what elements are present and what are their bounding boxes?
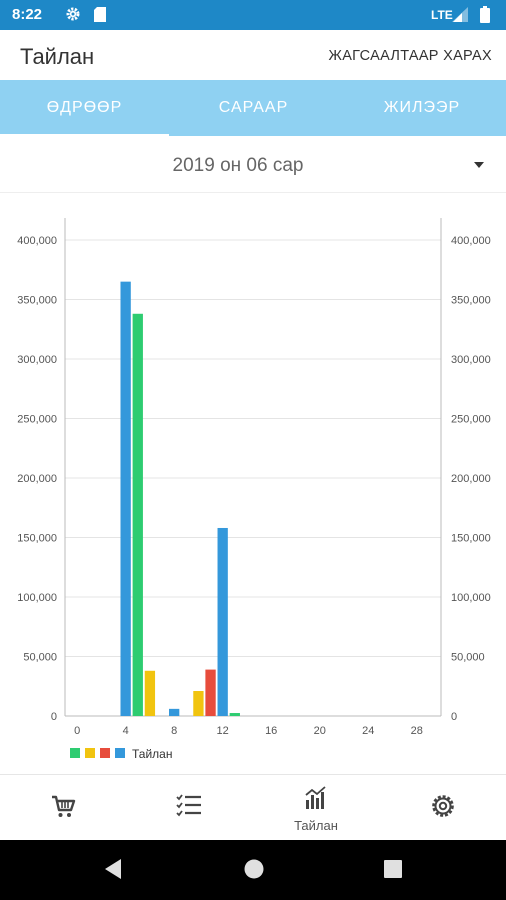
back-icon[interactable] — [103, 858, 123, 880]
x-tick-label: 0 — [74, 725, 80, 737]
status-time: 8:22 — [12, 6, 43, 23]
y-tick-label-left: 50,000 — [23, 652, 57, 664]
legend-swatch — [70, 748, 80, 758]
chart-bar — [193, 691, 204, 716]
home-icon[interactable] — [243, 858, 265, 880]
chevron-down-icon[interactable] — [474, 162, 484, 168]
legend-swatch — [85, 748, 95, 758]
shopping-cart-icon — [52, 795, 76, 817]
x-tick-label: 24 — [362, 725, 374, 737]
y-tick-label-left: 350,000 — [17, 295, 57, 307]
sim-card-icon — [94, 7, 106, 22]
network-type: LTE — [431, 8, 453, 22]
chart-bar — [132, 313, 143, 716]
system-nav-bar — [0, 840, 506, 900]
y-tick-label-left: 250,000 — [17, 414, 57, 426]
bottom-nav: Тайлан — [0, 774, 506, 841]
recents-icon[interactable] — [383, 858, 403, 880]
month-selector[interactable]: 2019 он 06 сар — [0, 140, 506, 193]
status-bar: 8:22 LTE — [0, 0, 506, 30]
nav-item-label: Тайлан — [294, 818, 338, 833]
nav-item-settings[interactable] — [380, 775, 506, 841]
y-tick-label-left: 300,000 — [17, 354, 57, 366]
y-tick-label-left: 100,000 — [17, 592, 57, 604]
chart-bar — [169, 708, 180, 716]
x-tick-label: 28 — [411, 725, 423, 737]
month-selector-value: 2019 он 06 сар — [172, 155, 304, 176]
gear-icon — [66, 7, 80, 21]
chart-bar — [205, 669, 216, 716]
bar-chart-icon — [305, 786, 326, 809]
x-tick-label: 4 — [123, 725, 129, 737]
checklist-icon — [176, 794, 201, 817]
settings-icon — [432, 795, 454, 817]
y-tick-label-right: 50,000 — [451, 652, 485, 664]
y-tick-label-right: 100,000 — [451, 592, 491, 604]
nav-item-report[interactable]: Тайлан — [253, 775, 379, 841]
bar-chart: 0 0 50,000 50,000 100,000 100,000 150,000 150,0… — [17, 218, 491, 761]
y-tick-label-right: 300,000 — [451, 354, 491, 366]
signal-icon — [452, 7, 468, 22]
y-tick-label-left: 400,000 — [17, 235, 57, 247]
legend-swatch — [115, 748, 125, 758]
y-tick-label-right: 0 — [451, 711, 457, 723]
x-tick-label: 8 — [171, 725, 177, 737]
chart-bar — [120, 281, 131, 716]
x-tick-label: 12 — [217, 725, 229, 737]
tab-yearly[interactable]: ЖИЛЭЭР — [383, 99, 461, 116]
period-tabs: ӨДРӨӨР САРААР ЖИЛЭЭР — [0, 80, 506, 136]
tab-monthly[interactable]: САРААР — [218, 99, 289, 116]
y-tick-label-right: 150,000 — [451, 533, 491, 545]
y-tick-label-right: 200,000 — [451, 473, 491, 485]
tab-daily[interactable]: ӨДРӨӨР — [46, 99, 123, 116]
chart-bar — [229, 713, 240, 716]
x-tick-label: 16 — [265, 725, 277, 737]
list-view-button[interactable]: ЖАГСААЛТААР ХАРАХ — [328, 48, 492, 64]
chart-bar — [217, 527, 228, 716]
y-tick-label-right: 400,000 — [451, 235, 491, 247]
page-title: Тайлан — [20, 44, 95, 69]
tab-indicator — [0, 134, 169, 137]
chart-bar — [144, 670, 156, 716]
x-tick-label: 20 — [314, 725, 326, 737]
y-tick-label-left: 150,000 — [17, 533, 57, 545]
nav-item-cart[interactable] — [0, 775, 126, 841]
y-tick-label-right: 350,000 — [451, 295, 491, 307]
battery-icon — [480, 6, 490, 23]
nav-item-checklist[interactable] — [126, 775, 252, 841]
legend-swatch — [100, 748, 110, 758]
y-tick-label-right: 250,000 — [451, 414, 491, 426]
legend-label: Тайлан — [132, 747, 172, 761]
report-chart: 0 0 50,000 50,000 100,000 100,000 150,000 150,0… — [0, 194, 506, 774]
app-bar: Тайлан ЖАГСААЛТААР ХАРАХ — [0, 30, 506, 80]
y-tick-label-left: 0 — [51, 711, 57, 723]
y-tick-label-left: 200,000 — [17, 473, 57, 485]
